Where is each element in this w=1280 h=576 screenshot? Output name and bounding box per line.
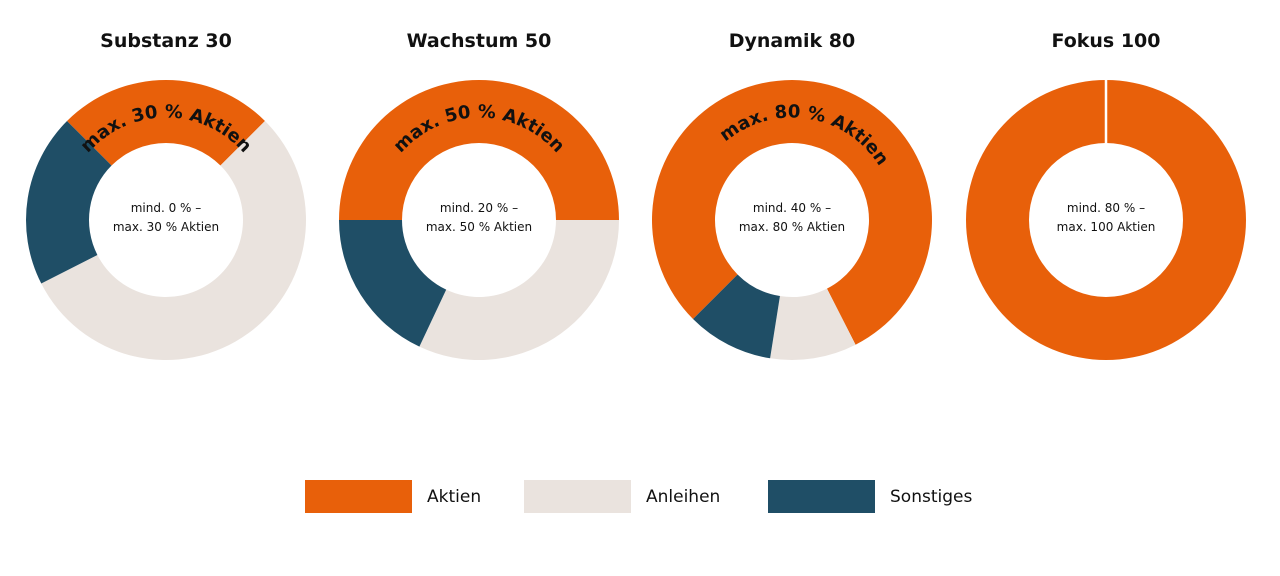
legend-swatch [768,480,875,513]
center-text-line: max. 100 Aktien [1057,220,1156,234]
slice-anleihen [770,288,856,360]
legend-swatch [305,480,412,513]
chart-title: Dynamik 80 [729,30,856,52]
slice-sonstiges [693,274,780,359]
chart-title: Substanz 30 [100,30,232,52]
slice-anleihen [419,220,619,360]
center-text-line: mind. 0 % – [131,201,202,215]
center-text-line: mind. 20 % – [440,201,518,215]
center-text-line: max. 30 % Aktien [113,220,219,234]
slice-aktien [966,80,1246,360]
center-text-line: mind. 80 % – [1067,201,1145,215]
chart-title: Fokus 100 [1051,30,1160,52]
legend-label: Sonstiges [890,487,972,507]
slice-aktien [652,80,932,345]
legend-swatch [524,480,631,513]
slice-aktien [67,80,265,166]
legend-item-sonstiges: Sonstiges [768,480,972,513]
slice-sonstiges [26,121,112,284]
slice-sonstiges [339,220,447,347]
donut-charts: Substanz 30 max. 30 % Aktien mind. 0 % – ma… [26,30,1246,360]
slice-aktien [339,80,619,220]
chart-title: Wachstum 50 [407,30,552,52]
center-text-line: max. 80 % Aktien [739,220,845,234]
center-text-line: mind. 40 % – [753,201,831,215]
donut-chart-4: Fokus 100 mind. 80 % – max. 100 Aktien [966,30,1246,360]
slice-anleihen [41,121,306,360]
legend-label: Aktien [427,487,481,507]
center-text-line: max. 50 % Aktien [426,220,532,234]
legend-label: Anleihen [646,487,720,507]
legend-item-aktien: Aktien [305,480,481,513]
legend-item-anleihen: Anleihen [524,480,720,513]
legend: Aktien Anleihen Sonstiges [305,480,972,513]
